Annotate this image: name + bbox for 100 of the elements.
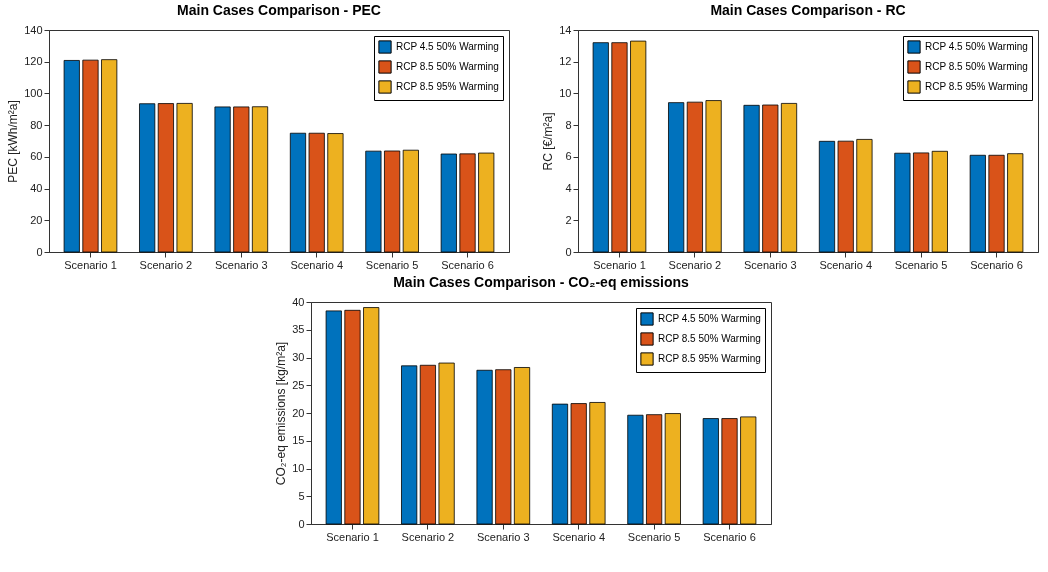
bar (720, 418, 738, 525)
x-tick-label: Scenario 4 (819, 258, 872, 271)
legend-label: RCP 4.5 50% Warming (925, 41, 1028, 52)
legend-label: RCP 8.5 50% Warming (396, 61, 499, 72)
y-tick-label: 20 (30, 213, 43, 226)
bar (494, 369, 511, 525)
bar (139, 103, 156, 253)
bar (362, 307, 379, 525)
legend-label: RCP 4.5 50% Warming (396, 41, 499, 52)
y-tick-label: 6 (565, 150, 572, 163)
bar (743, 104, 760, 253)
bar (592, 42, 609, 253)
y-tick-label: 35 (291, 323, 304, 336)
bar (551, 403, 568, 525)
chart-title: Main Cases Comparison - PEC (177, 2, 381, 18)
y-tick-label: 20 (291, 406, 304, 419)
chart-title: Main Cases Comparison - RC (710, 2, 906, 18)
legend-label: RCP 8.5 50% Warming (657, 333, 761, 344)
bar (611, 42, 628, 253)
x-tick-label: Scenario 1 (325, 530, 379, 543)
bar (739, 416, 756, 525)
y-tick-label: 120 (24, 55, 43, 68)
bar (588, 402, 605, 525)
x-tick-label: Scenario 5 (894, 258, 948, 271)
y-tick-label: 14 (559, 23, 572, 36)
y-tick-label: 2 (565, 213, 572, 226)
bar (327, 133, 344, 253)
legend-label: RCP 8.5 95% Warming (396, 81, 499, 92)
bar (630, 40, 647, 253)
y-tick-label: 80 (30, 118, 43, 131)
bar (251, 106, 269, 253)
bar (419, 364, 436, 525)
legend-label: RCP 8.5 95% Warming (925, 81, 1028, 92)
bar (157, 103, 174, 253)
y-tick-label: 5 (297, 489, 304, 502)
bar (402, 149, 419, 253)
bar (476, 369, 493, 525)
y-tick-label: 12 (559, 55, 572, 68)
bar (570, 403, 587, 525)
bar (664, 413, 681, 525)
bar (384, 150, 401, 253)
y-tick-label: 4 (565, 182, 572, 195)
bar (308, 132, 325, 253)
bar (856, 139, 873, 253)
x-tick-label: Scenario 6 (970, 258, 1023, 271)
y-tick-label: 25 (291, 378, 304, 391)
bar (780, 103, 798, 253)
bar (233, 106, 250, 253)
x-tick-label: Scenario 1 (593, 258, 646, 271)
y-axis-title: RC [€/m²a] (541, 112, 556, 171)
bar (513, 367, 530, 525)
bar (214, 106, 231, 253)
y-axis-title: CO₂-eq emissions [kg/m²a] (273, 341, 288, 486)
x-tick-label: Scenario 5 (627, 530, 680, 543)
y-tick-label: 60 (30, 150, 43, 163)
bar (837, 140, 854, 253)
y-tick-label: 10 (291, 462, 304, 474)
y-tick-label: 140 (24, 23, 43, 36)
bar (969, 154, 986, 253)
x-tick-label: Scenario 5 (365, 258, 419, 271)
y-tick-label: 8 (565, 118, 572, 131)
y-tick-label: 10 (559, 86, 572, 99)
bar (1007, 153, 1024, 253)
x-tick-label: Scenario 6 (441, 258, 494, 271)
x-tick-label: Scenario 3 (215, 258, 268, 271)
x-tick-label: Scenario 3 (476, 530, 530, 543)
bar (101, 59, 118, 253)
bar (365, 150, 382, 253)
y-tick-label: 30 (291, 351, 304, 363)
bar (818, 140, 836, 253)
y-tick-label: 40 (30, 182, 43, 195)
bar (702, 418, 719, 525)
legend-label: RCP 8.5 50% Warming (925, 61, 1028, 72)
bar (705, 100, 722, 253)
bar (988, 154, 1005, 253)
bar (645, 414, 662, 525)
y-tick-label: 0 (565, 245, 572, 258)
x-tick-label: Scenario 4 (290, 258, 343, 271)
y-tick-label: 100 (24, 86, 43, 99)
y-tick-label: 40 (291, 295, 304, 308)
x-tick-label: Scenario 1 (64, 258, 117, 271)
x-tick-label: Scenario 6 (702, 530, 756, 543)
bar (626, 414, 643, 525)
bar (686, 101, 703, 253)
bar (913, 152, 930, 253)
bar (894, 152, 911, 253)
chart-title: Main Cases Comparison - CO₂-eq emissions (392, 274, 689, 290)
bar (400, 365, 417, 525)
bar (762, 104, 779, 253)
x-tick-label: Scenario 2 (668, 258, 722, 271)
bar (63, 60, 80, 253)
y-tick-label: 0 (36, 245, 43, 258)
bar (668, 102, 685, 253)
x-tick-label: Scenario 2 (401, 530, 454, 543)
x-tick-label: Scenario 2 (139, 258, 193, 271)
bar (931, 150, 948, 253)
bar (289, 132, 307, 253)
x-tick-label: Scenario 3 (744, 258, 797, 271)
legend-label: RCP 4.5 50% Warming (657, 313, 761, 324)
bar (343, 309, 361, 525)
